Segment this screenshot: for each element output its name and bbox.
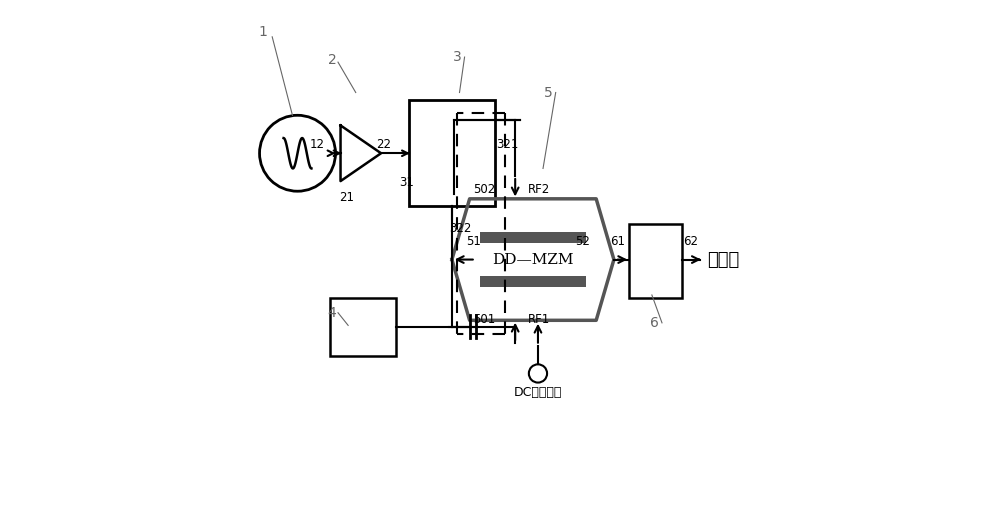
Text: 501: 501 (473, 313, 495, 326)
Text: RF2: RF2 (528, 183, 550, 196)
Text: 52: 52 (575, 235, 590, 248)
Text: 62: 62 (683, 235, 698, 248)
Text: 502: 502 (473, 183, 495, 196)
Text: 21: 21 (339, 191, 354, 204)
Text: 1: 1 (259, 25, 268, 39)
FancyBboxPatch shape (480, 276, 586, 288)
Text: 321: 321 (496, 137, 518, 151)
Text: 毫米波: 毫米波 (708, 250, 740, 269)
Text: 12: 12 (310, 137, 325, 151)
Text: 61: 61 (611, 235, 626, 248)
Text: 322: 322 (449, 221, 472, 235)
Text: 4: 4 (328, 306, 336, 320)
Text: 31: 31 (399, 176, 414, 189)
Text: 5: 5 (544, 86, 552, 99)
Text: 6: 6 (650, 316, 659, 330)
Text: DC偏置电压: DC偏置电压 (514, 386, 562, 399)
FancyBboxPatch shape (330, 298, 396, 356)
Text: 2: 2 (328, 52, 336, 67)
Text: DD—MZM: DD—MZM (492, 252, 574, 267)
Text: RF1: RF1 (528, 313, 550, 326)
FancyBboxPatch shape (480, 232, 586, 243)
FancyBboxPatch shape (409, 100, 495, 207)
Text: 3: 3 (453, 50, 461, 64)
Text: 22: 22 (376, 137, 391, 151)
Text: 51: 51 (466, 235, 481, 248)
FancyBboxPatch shape (629, 224, 682, 298)
